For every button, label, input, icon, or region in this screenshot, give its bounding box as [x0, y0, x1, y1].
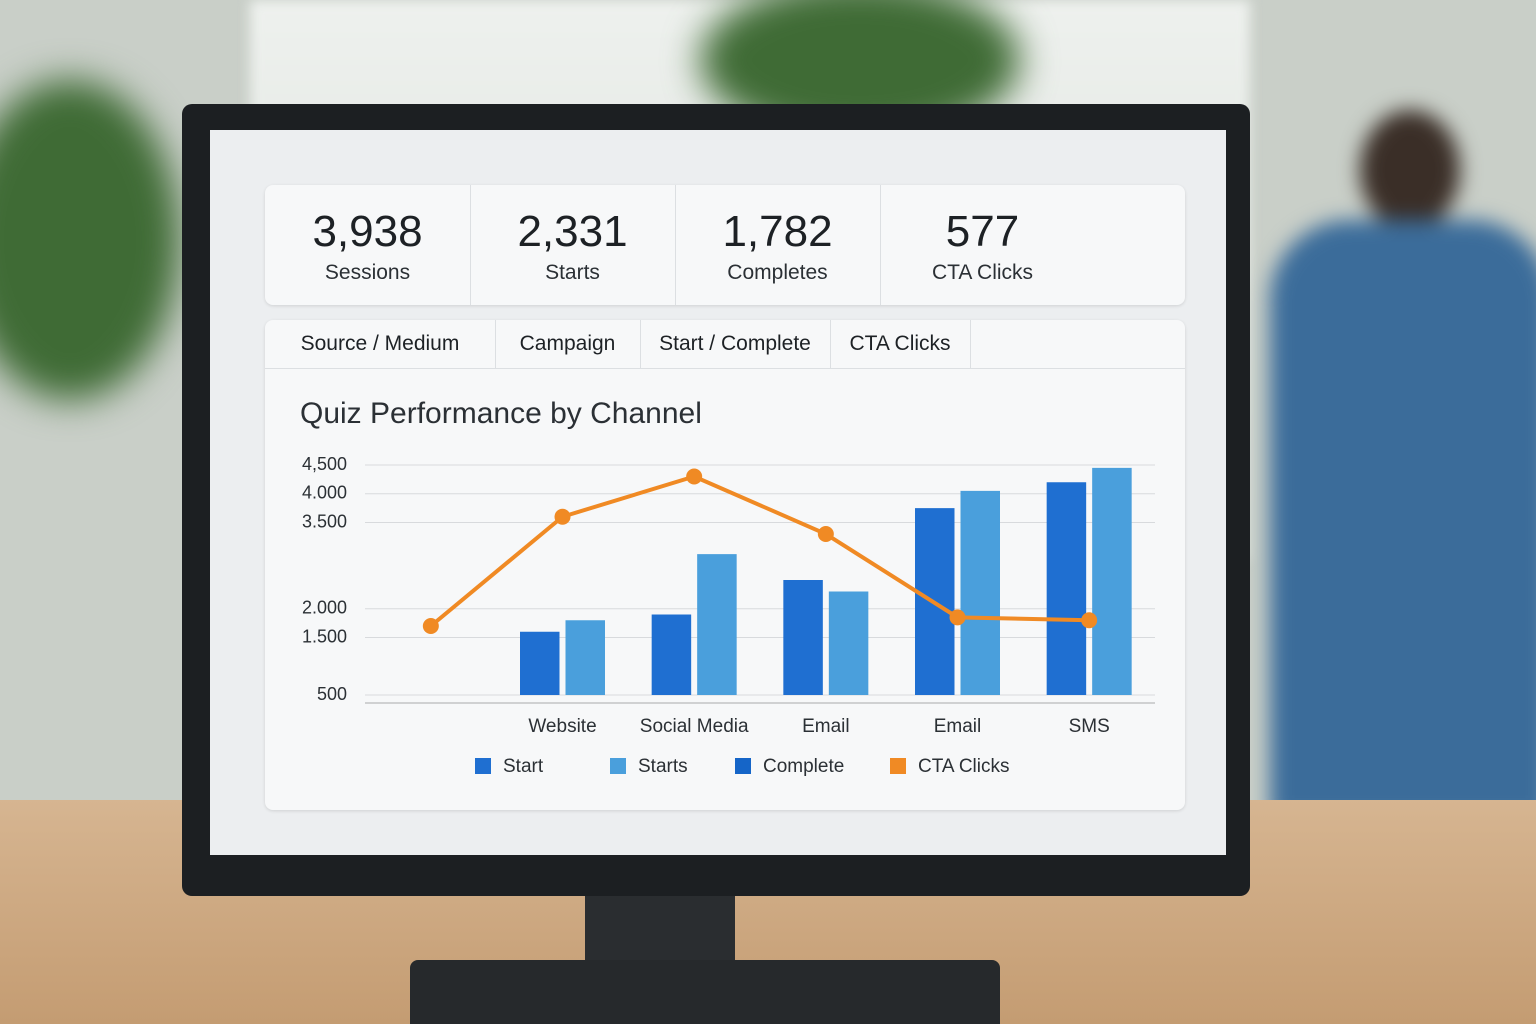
stat-card: 3,938 Sessions — [265, 185, 471, 305]
stat-card: 1,782 Completes — [675, 185, 881, 305]
stat-value: 2,331 — [517, 207, 628, 256]
y-tick-label: 3.500 — [302, 511, 347, 531]
bar — [828, 591, 869, 695]
y-tick-label: 1.500 — [302, 626, 347, 646]
x-tick-label: Social Media — [640, 716, 749, 737]
legend-label: CTA Clicks — [918, 756, 1009, 777]
stat-card: 2,331 Starts — [470, 185, 676, 305]
bar — [1046, 482, 1087, 695]
tab-bar: Source / Medium Campaign Start / Complete C… — [265, 320, 1185, 369]
legend-swatch — [890, 758, 906, 774]
y-tick-label: 2.000 — [302, 598, 347, 618]
legend-swatch — [610, 758, 626, 774]
line-point — [686, 468, 703, 485]
legend-label: Complete — [763, 756, 844, 777]
stat-label: Sessions — [324, 261, 411, 284]
line-point — [422, 618, 439, 634]
y-tick-label: 4,500 — [302, 454, 347, 474]
y-tick-label: 4.000 — [302, 483, 347, 503]
stats-panel: 3,938 Sessions 2,331 Starts 1,782 Completes 57… — [265, 185, 1185, 305]
legend-swatch — [475, 758, 491, 774]
line-point — [554, 508, 571, 525]
legend-label: Starts — [638, 756, 688, 777]
tab[interactable]: CTA Clicks — [830, 320, 971, 368]
stat-label: Completes — [727, 261, 828, 284]
bar — [520, 631, 560, 695]
person — [1250, 100, 1536, 820]
stat-label: Starts — [545, 261, 600, 284]
chart: Quiz Performance by Channel 500 1.500 2.00… — [300, 397, 1155, 777]
x-tick-label: Email — [802, 716, 850, 737]
stat-label: CTA Clicks — [931, 261, 1034, 284]
chart-title: Quiz Performance by Channel — [300, 397, 702, 430]
bar — [651, 614, 692, 695]
bar — [565, 620, 605, 695]
legend-label: Start — [503, 756, 544, 777]
stat-value: 3,938 — [312, 207, 423, 256]
stat-value: 1,782 — [722, 207, 833, 256]
line-point — [817, 526, 834, 542]
x-tick-label: SMS — [1069, 716, 1110, 737]
y-tick-label: 500 — [317, 684, 347, 704]
tab[interactable]: Campaign — [495, 320, 641, 368]
plant — [0, 80, 180, 400]
line-point — [1081, 612, 1098, 629]
bar — [960, 490, 1000, 695]
line-point — [949, 609, 966, 626]
tab[interactable]: Start / Complete — [640, 320, 831, 368]
stat-card: 577 CTA Clicks — [880, 185, 1085, 305]
legend-swatch — [735, 758, 751, 774]
x-tick-label: Website — [528, 716, 596, 737]
line — [429, 474, 1090, 628]
monitor-foot — [410, 960, 1000, 1024]
bar — [697, 554, 737, 695]
tab[interactable]: Source / Medium — [265, 320, 496, 368]
bar — [783, 580, 823, 695]
stat-value: 577 — [945, 207, 1020, 256]
x-tick-label: Email — [934, 716, 982, 737]
bar — [1092, 467, 1132, 695]
